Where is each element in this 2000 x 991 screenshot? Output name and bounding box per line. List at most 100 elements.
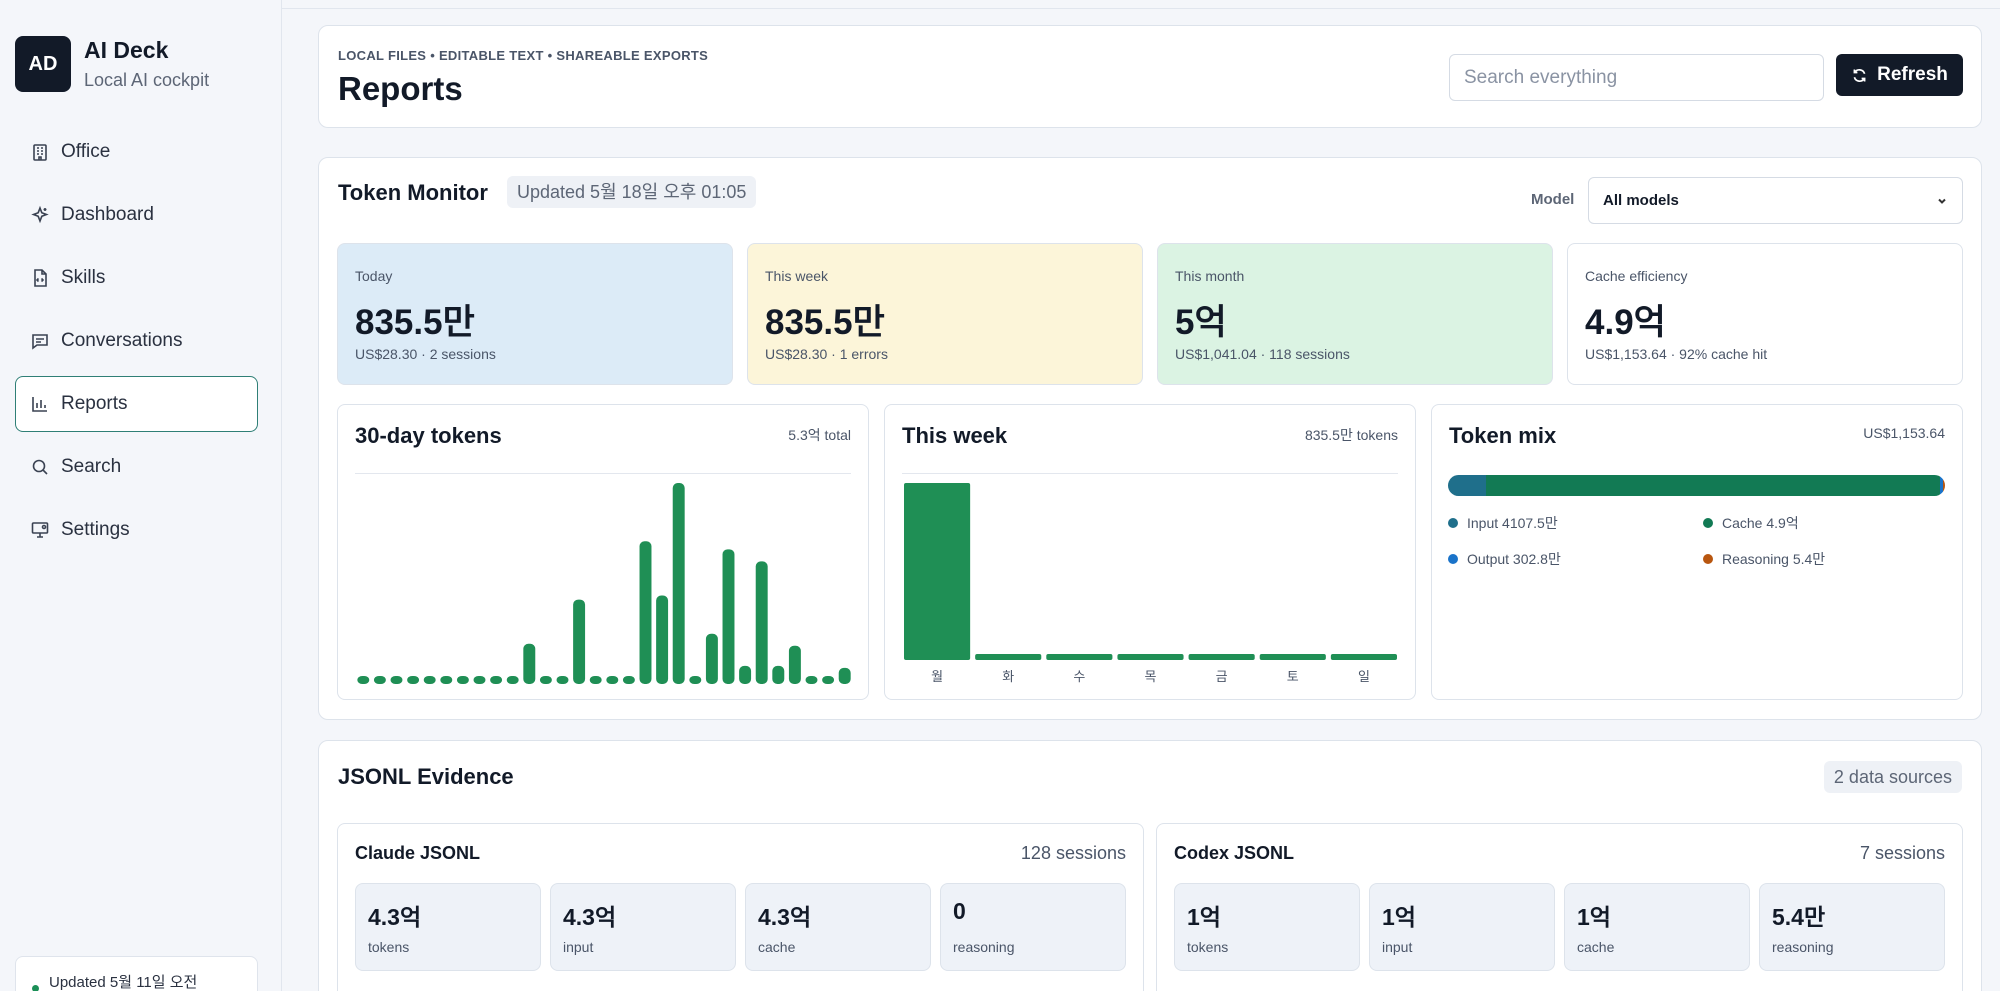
bar-day-19	[656, 595, 669, 684]
sidebar: AD AI Deck Local AI cockpit Office Dashb…	[0, 0, 282, 991]
chart-30-day: 30-day tokens 5.3억 total	[337, 404, 869, 700]
metric-tile: 1억 input	[1369, 883, 1555, 971]
stat-card-week: This week 835.5만 US$28.30 · 1 errors	[747, 243, 1143, 385]
metric-value: 4.3억	[368, 904, 422, 930]
sidebar-item-label: Conversations	[61, 330, 183, 351]
metric-tile: 4.3억 input	[550, 883, 736, 971]
sidebar-status-text: Updated 5월 11일 오전	[49, 974, 198, 991]
bar-day-28	[805, 675, 818, 684]
bar-weekday	[975, 654, 1042, 660]
bar-weekday	[1330, 654, 1397, 660]
sidebar-item-search[interactable]: Search	[15, 439, 258, 495]
brand[interactable]: AD AI Deck Local AI cockpit	[15, 36, 209, 92]
mix-segment-output	[1940, 475, 1944, 496]
bar-day-17	[622, 675, 635, 684]
updated-badge: Updated 5월 18일 오후 01:05	[507, 176, 757, 208]
source-sessions: 128 sessions	[1020, 843, 1126, 863]
stat-card-today: Today 835.5만 US$28.30 · 2 sessions	[337, 243, 733, 385]
metric-tile: 4.3억 tokens	[355, 883, 541, 971]
legend-swatch	[1703, 554, 1713, 564]
metric-value: 1억	[1187, 904, 1221, 930]
tick-label: 목	[1145, 670, 1157, 685]
sidebar-item-conversations[interactable]: Conversations	[15, 313, 258, 369]
metric-label: cache	[1577, 939, 1615, 955]
chart-total: 835.5만 tokens	[1304, 427, 1398, 443]
bar-day-1	[357, 675, 370, 684]
sidebar-item-settings[interactable]: Settings	[15, 502, 258, 558]
bar-day-25	[755, 561, 768, 684]
token-mix-legend: Input 4107.5만 Cache 4.9억 Output 302.8만 R…	[1448, 513, 1948, 569]
bar-day-18	[639, 541, 652, 684]
stat-label: This week	[765, 268, 829, 284]
sidebar-item-skills[interactable]: Skills	[15, 250, 258, 306]
bar-day-2	[373, 675, 386, 684]
metric-label: tokens	[1187, 939, 1229, 955]
bar-weekday	[1046, 654, 1113, 660]
model-select-value: All models	[1603, 192, 1679, 209]
metric-value: 4.3억	[563, 904, 617, 930]
page-title: Reports	[338, 70, 463, 107]
sidebar-item-label: Dashboard	[61, 204, 154, 225]
stat-sub: US$28.30 · 1 errors	[765, 346, 888, 362]
sidebar-item-label: Settings	[61, 519, 130, 540]
bar-day-12	[539, 675, 552, 684]
metric-value: 1억	[1382, 904, 1416, 930]
chart-rule	[355, 473, 851, 474]
bar-day-29	[822, 675, 835, 684]
chart-title: This week	[902, 423, 1008, 448]
bar-day-20	[672, 483, 685, 684]
metric-label: reasoning	[1772, 939, 1834, 955]
bar-chart-icon	[32, 397, 47, 412]
stat-card-cache: Cache efficiency 4.9억 US$1,153.64 · 92% …	[1567, 243, 1963, 385]
metric-tile: 1억 tokens	[1174, 883, 1360, 971]
bar-weekday	[1117, 654, 1184, 660]
metric-label: tokens	[368, 939, 410, 955]
refresh-label: Refresh	[1877, 64, 1948, 85]
jsonl-evidence: JSONL Evidence 2 data sources Claude JSO…	[318, 740, 1982, 991]
message-icon	[32, 334, 48, 350]
mix-segment-cache	[1486, 475, 1941, 496]
section-title: Token Monitor	[338, 180, 488, 205]
sidebar-item-label: Skills	[61, 267, 106, 288]
source-title: Codex JSONL	[1174, 843, 1295, 863]
chart-total: 5.3억 total	[788, 427, 851, 443]
bar-day-26	[772, 665, 785, 684]
legend-label: Output 302.8만	[1467, 551, 1561, 567]
mix-segment-input	[1448, 475, 1487, 496]
metric-label: input	[563, 939, 594, 955]
bar-day-7	[456, 675, 469, 684]
sidebar-nav: Office Dashboard Skills Conversations Re…	[15, 124, 258, 565]
sidebar-item-dashboard[interactable]: Dashboard	[15, 187, 258, 243]
source-title: Claude JSONL	[355, 843, 481, 863]
chart-total: US$1,153.64	[1863, 425, 1945, 441]
metric-tile: 5.4만 reasoning	[1759, 883, 1945, 971]
tick-label: 수	[1073, 670, 1085, 685]
sidebar-item-office[interactable]: Office	[15, 124, 258, 180]
legend-swatch	[1703, 518, 1713, 528]
app-logo: AD	[15, 36, 71, 92]
legend-label: Cache 4.9억	[1722, 515, 1799, 531]
stat-card-month: This month 5억 US$1,041.04 · 118 sessions	[1157, 243, 1553, 385]
sidebar-item-label: Office	[61, 141, 111, 162]
tick-label: 금	[1216, 670, 1228, 685]
bar-day-15	[589, 675, 602, 684]
token-mix-bar	[1448, 475, 1945, 496]
bar-day-22	[705, 633, 718, 684]
stat-value: 4.9억	[1585, 303, 1666, 342]
status-dot	[32, 985, 39, 991]
legend-label: Input 4107.5만	[1467, 515, 1558, 531]
tick-label: 토	[1287, 670, 1299, 685]
chart-title: 30-day tokens	[355, 423, 502, 448]
sidebar-item-reports[interactable]: Reports	[15, 376, 258, 432]
bar-day-14	[573, 599, 586, 684]
search-input[interactable]	[1449, 54, 1824, 101]
stat-value: 5억	[1175, 303, 1227, 342]
stat-value: 835.5만	[355, 303, 475, 342]
building-icon	[33, 144, 47, 161]
refresh-button[interactable]: Refresh	[1836, 54, 1963, 96]
bar-day-11	[523, 643, 536, 684]
metric-value: 4.3억	[758, 904, 812, 930]
model-select[interactable]: All models	[1588, 177, 1963, 224]
metric-label: input	[1382, 939, 1413, 955]
